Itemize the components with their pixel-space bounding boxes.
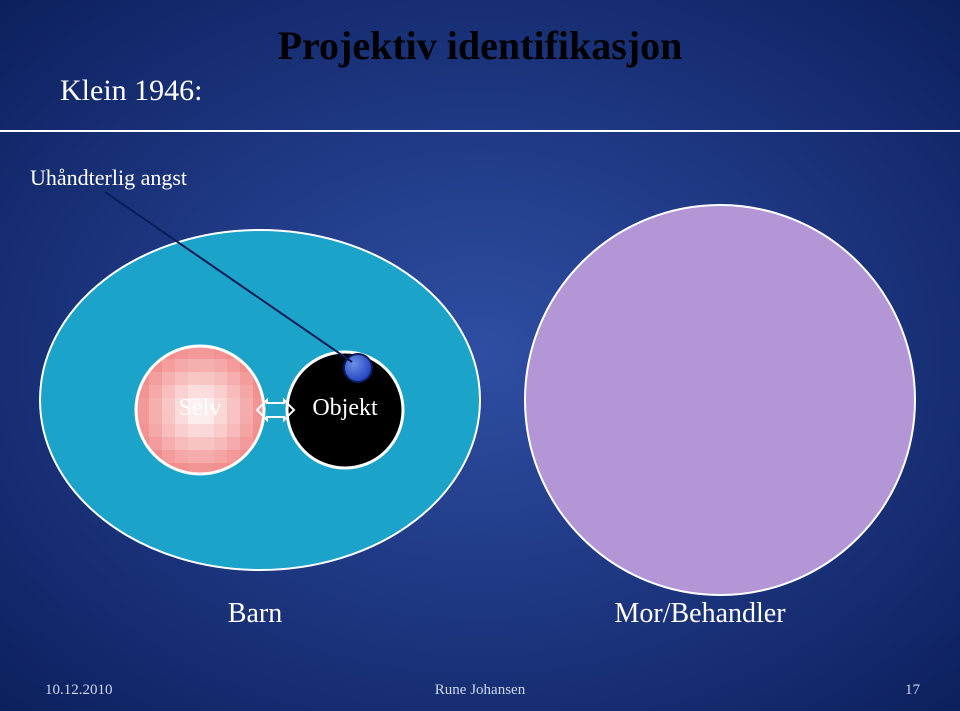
anxiety-label: Uhåndterlig angst — [30, 165, 187, 191]
footer-author: Rune Johansen — [380, 682, 580, 699]
footer-date: 10.12.2010 — [45, 682, 113, 699]
slide-title: Projektiv identifikasjon — [0, 22, 960, 69]
slide-subtitle: Klein 1946: — [60, 74, 203, 108]
barn-label: Barn — [155, 598, 355, 630]
objekt-label: Objekt — [245, 395, 445, 422]
title-divider — [0, 130, 960, 132]
mor-circle — [525, 205, 915, 595]
footer-page-number: 17 — [870, 682, 920, 699]
mor-label: Mor/Behandler — [600, 598, 800, 630]
